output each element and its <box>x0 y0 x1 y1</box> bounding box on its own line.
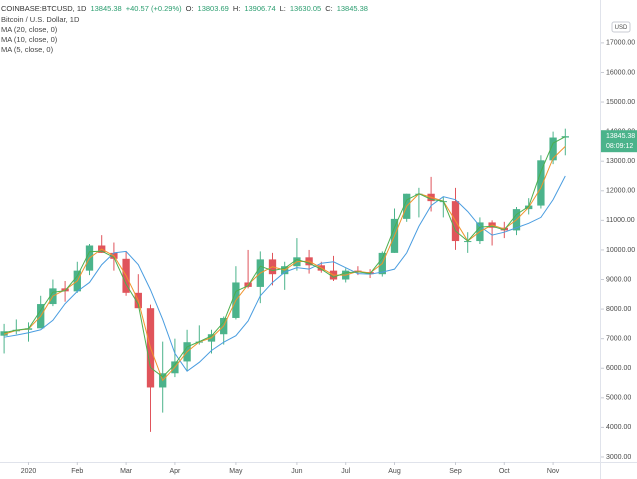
ohlc-label: C: <box>325 4 333 13</box>
ohlc-value: 13630.05 <box>289 4 322 13</box>
currency: USD <box>615 25 628 31</box>
y-tick-label: 17000.00 <box>606 40 635 47</box>
candle-body <box>537 160 545 206</box>
ma-line <box>4 175 566 372</box>
ma-line <box>3 146 566 382</box>
x-tick-label: Aug <box>388 468 401 475</box>
candle-body <box>549 137 557 161</box>
y-tick-label: 7000.00 <box>606 336 631 343</box>
x-tick-label: Sep <box>449 468 462 475</box>
x-tick-label: Jul <box>341 468 350 475</box>
y-tick-label: 8000.00 <box>606 306 631 313</box>
y-tick-label: 6000.00 <box>606 365 631 372</box>
ohlc-label: H: <box>232 4 241 13</box>
ohlc-label: O: <box>185 4 194 13</box>
header: COINBASE:BTCUSD, 1D 13845.38 +40.57 (+0.… <box>1 4 368 13</box>
symbol: COINBASE:BTCUSD, 1D <box>1 4 87 13</box>
ohlc-label: L: <box>279 4 286 13</box>
price-tag-box <box>601 130 637 153</box>
y-tick-label: 13000.00 <box>606 158 635 165</box>
x-tick-label: Jun <box>291 468 302 475</box>
y-tick-label: 5000.00 <box>606 395 631 402</box>
y-tick-label: 4000.00 <box>606 424 631 431</box>
x-tick-label: Mar <box>120 468 133 475</box>
candle-body <box>0 331 8 336</box>
ma-line <box>3 136 566 378</box>
y-tick-label: 10000.00 <box>606 247 635 254</box>
y-tick-label: 15000.00 <box>606 99 635 106</box>
last-price: 13845.38 <box>90 4 122 13</box>
legend-entry[interactable]: MA (20, close, 0) <box>1 25 58 34</box>
x-tick-label: 2020 <box>21 468 37 475</box>
legend-entry[interactable]: MA (10, close, 0) <box>1 35 58 44</box>
x-tick-label: Feb <box>71 468 83 475</box>
legend-entry[interactable]: MA (5, close, 0) <box>1 45 54 54</box>
x-tick-label: Nov <box>547 468 560 475</box>
ohlc-value: 13906.74 <box>244 4 276 13</box>
x-tick-label: May <box>229 468 243 475</box>
ohlc-value: 13803.69 <box>197 4 229 13</box>
y-tick-label: 12000.00 <box>606 188 635 195</box>
x-tick-label: Apr <box>169 468 181 475</box>
ohlc-value: 13845.38 <box>336 4 368 13</box>
x-tick-label: Oct <box>499 468 510 475</box>
y-tick-label: 16000.00 <box>606 69 635 76</box>
y-tick-label: 9000.00 <box>606 276 631 283</box>
price-tag: 13845.38 <box>606 133 635 140</box>
chart-title: Bitcoin / U.S. Dollar, 1D <box>1 15 80 24</box>
change: +40.57 (+0.29%) <box>125 4 182 13</box>
currency-badge[interactable] <box>611 21 631 33</box>
y-tick-label: 11000.00 <box>606 217 635 224</box>
y-tick-label: 3000.00 <box>606 454 631 461</box>
countdown: 08:09:12 <box>606 143 633 150</box>
